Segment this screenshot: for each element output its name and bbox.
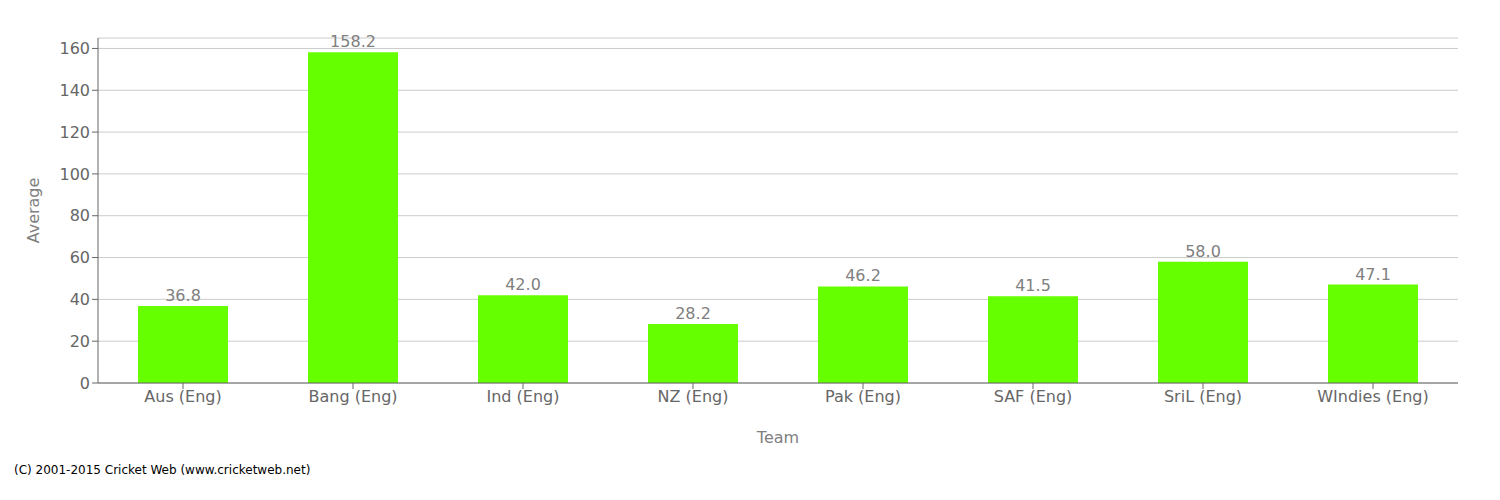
svg-text:NZ (Eng): NZ (Eng) [658, 387, 729, 406]
svg-text:42.0: 42.0 [505, 275, 541, 294]
svg-text:Pak (Eng): Pak (Eng) [825, 387, 901, 406]
svg-text:120: 120 [59, 123, 90, 142]
svg-text:80: 80 [70, 206, 90, 225]
svg-text:WIndies (Eng): WIndies (Eng) [1317, 387, 1428, 406]
svg-text:20: 20 [70, 332, 90, 351]
svg-text:60: 60 [70, 248, 90, 267]
svg-text:58.0: 58.0 [1185, 242, 1221, 261]
svg-text:SriL (Eng): SriL (Eng) [1164, 387, 1242, 406]
svg-text:Average: Average [24, 178, 43, 244]
svg-text:158.2: 158.2 [330, 32, 376, 51]
svg-text:46.2: 46.2 [845, 266, 881, 285]
svg-text:41.5: 41.5 [1015, 276, 1051, 295]
svg-text:100: 100 [59, 165, 90, 184]
svg-text:Ind (Eng): Ind (Eng) [487, 387, 560, 406]
svg-text:Team: Team [756, 428, 799, 447]
svg-text:SAF (Eng): SAF (Eng) [994, 387, 1073, 406]
svg-text:160: 160 [59, 39, 90, 58]
svg-text:Aus (Eng): Aus (Eng) [144, 387, 221, 406]
svg-text:36.8: 36.8 [165, 286, 201, 305]
html-text:(C) 2001-2015 Cricket Web (www: (C) 2001-2015 Cricket Web (www.cricketwe… [14, 463, 311, 477]
svg-text:40: 40 [70, 290, 90, 309]
svg-text:Bang (Eng): Bang (Eng) [308, 387, 397, 406]
svg-text:28.2: 28.2 [675, 304, 711, 323]
svg-text:0: 0 [80, 374, 90, 393]
svg-text:140: 140 [59, 81, 90, 100]
svg-text:47.1: 47.1 [1355, 265, 1391, 284]
